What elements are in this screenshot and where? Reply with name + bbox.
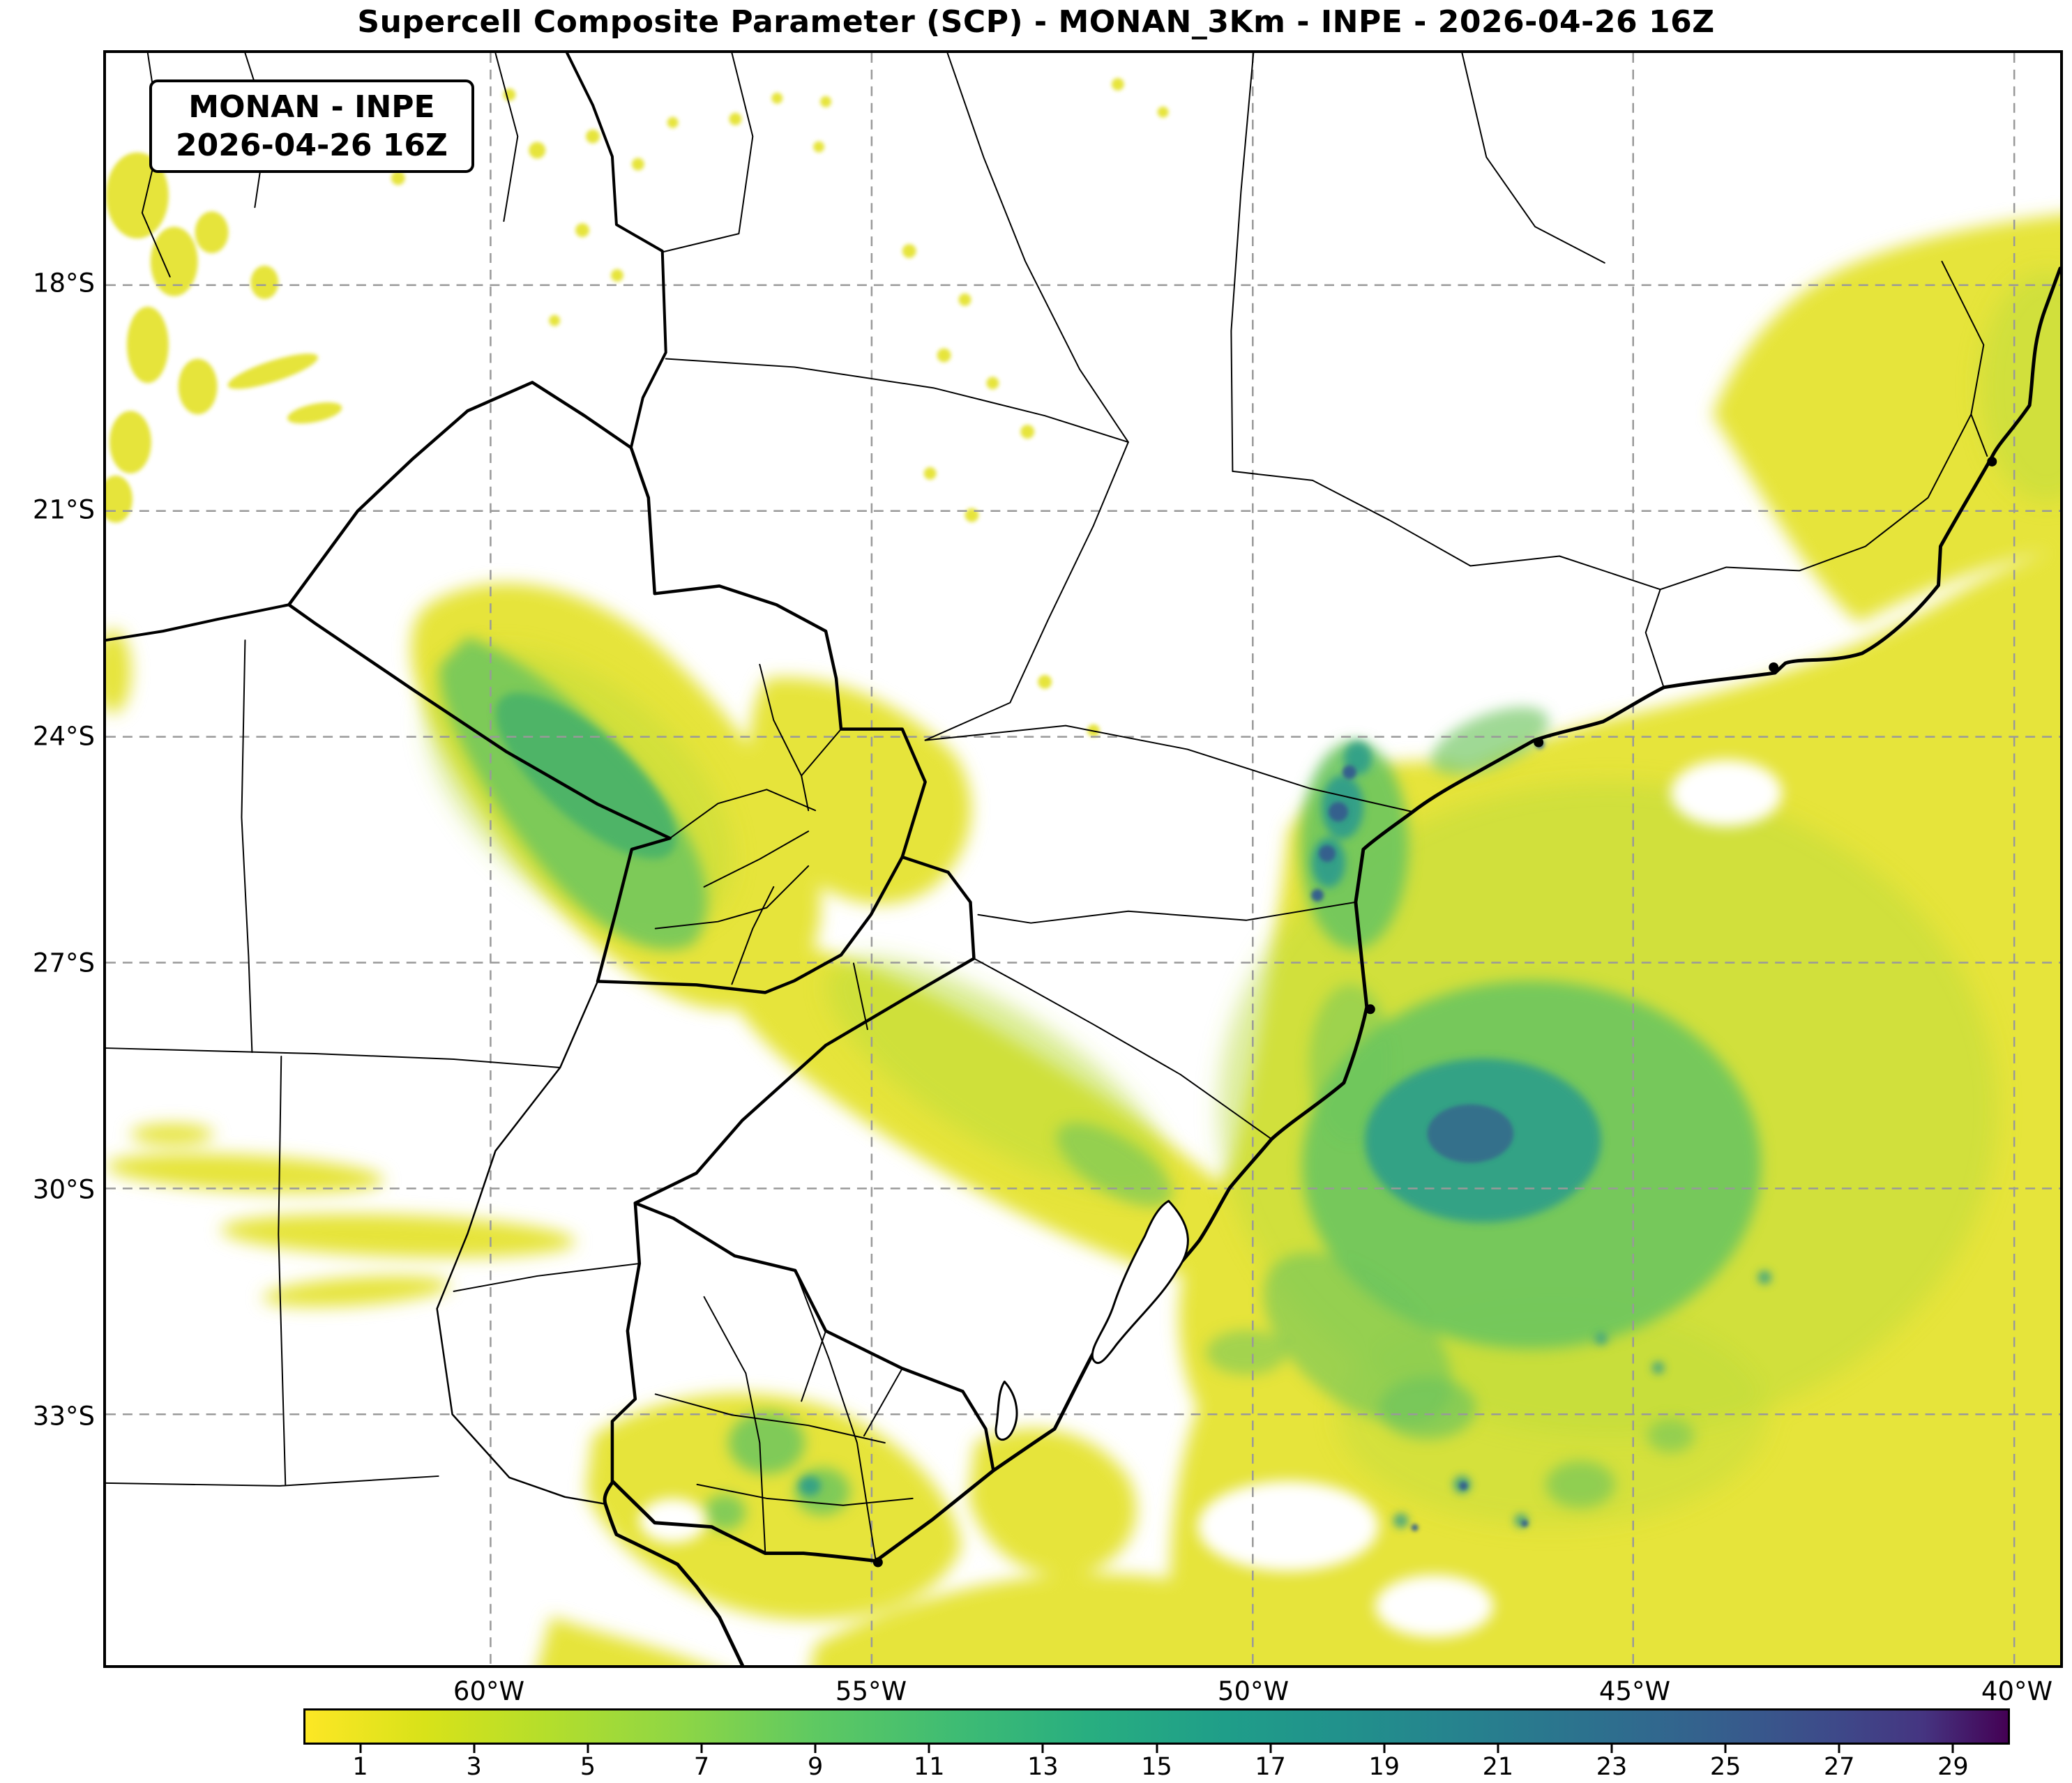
coastline	[603, 266, 2060, 1665]
colorbar-tick	[814, 1745, 817, 1753]
colorbar-tick-label: 27	[1824, 1753, 1855, 1781]
lat-tick-label: 30°S	[32, 1174, 95, 1205]
lat-tick-label: 24°S	[32, 721, 95, 752]
lon-tick-label: 55°W	[835, 1676, 907, 1706]
borders	[106, 53, 2060, 1665]
map-canvas: MONAN - INPE 2026-04-26 16Z	[103, 50, 2063, 1668]
field-dark-layer	[1311, 740, 1545, 1531]
lon-tick-label: 40°W	[1981, 1676, 2053, 1706]
run-info-time: 2026-04-26 16Z	[176, 128, 448, 163]
parana-river	[436, 980, 607, 1505]
lat-tick-label: 18°S	[32, 268, 95, 298]
page-title: Supercell Composite Parameter (SCP) - MO…	[357, 4, 1715, 40]
border-bolivia-argentina	[106, 603, 291, 642]
colorbar-tick-label: 15	[1141, 1753, 1172, 1781]
colorbar-tick	[700, 1745, 703, 1753]
colorbar-tick-label: 5	[580, 1753, 596, 1781]
colorbar-tick-label: 11	[913, 1753, 945, 1781]
colorbar-tick	[1383, 1745, 1386, 1753]
lon-tick-label: 60°W	[453, 1676, 525, 1706]
colorbar-tick-label: 9	[807, 1753, 824, 1781]
colorbar: 1 3 5 7 9 11 13 15 17 19 21 23 25 27 29	[303, 1708, 2010, 1781]
colorbar-tick	[1951, 1745, 1954, 1753]
colorbar-tick	[587, 1745, 589, 1753]
border-brazil-argentina	[610, 855, 976, 1484]
colorbar-tick-label: 3	[466, 1753, 482, 1781]
lagoa-mirim	[995, 1380, 1018, 1441]
colorbar-tick-label: 25	[1709, 1753, 1741, 1781]
map-graphic	[106, 53, 2060, 1665]
colorbar-tick-label: 21	[1482, 1753, 1514, 1781]
colorbar-tick-label: 29	[1937, 1753, 1969, 1781]
border-bolivia-brazil	[566, 53, 667, 450]
field-white-gaps	[639, 616, 1783, 1638]
colorbar-tick-label: 19	[1368, 1753, 1400, 1781]
colorbar-tick-label: 23	[1596, 1753, 1628, 1781]
colorbar-tick-label: 13	[1027, 1753, 1059, 1781]
state-borders	[106, 53, 1988, 1562]
gridlines	[106, 53, 2060, 1665]
colorbar-tick	[473, 1745, 476, 1753]
lon-tick-label: 50°W	[1217, 1676, 1290, 1706]
lon-tick-label: 45°W	[1598, 1676, 1671, 1706]
colorbar-tick	[1610, 1745, 1613, 1753]
colorbar-tick	[1041, 1745, 1044, 1753]
run-info-model: MONAN - INPE	[188, 89, 435, 125]
colorbar-tick-label: 7	[693, 1753, 710, 1781]
lagoa-dos-patos	[1091, 1199, 1189, 1365]
coastal-dots	[872, 456, 1997, 1568]
colorbar-tick	[1269, 1745, 1272, 1753]
colorbar-tick	[928, 1745, 930, 1753]
colorbar-tick	[1838, 1745, 1840, 1753]
run-info-box: MONAN - INPE 2026-04-26 16Z	[149, 79, 474, 173]
lat-tick-label: 33°S	[32, 1401, 95, 1432]
colorbar-tick	[359, 1745, 362, 1753]
lat-tick-label: 27°S	[32, 948, 95, 978]
colorbar-tick-label: 1	[352, 1753, 368, 1781]
colorbar-tick-label: 17	[1255, 1753, 1286, 1781]
colorbar-tick	[1497, 1745, 1499, 1753]
colorbar-tick	[1156, 1745, 1158, 1753]
lat-tick-label: 21°S	[32, 494, 95, 525]
colorbar-gradient	[303, 1708, 2010, 1745]
colorbar-tick	[1724, 1745, 1727, 1753]
